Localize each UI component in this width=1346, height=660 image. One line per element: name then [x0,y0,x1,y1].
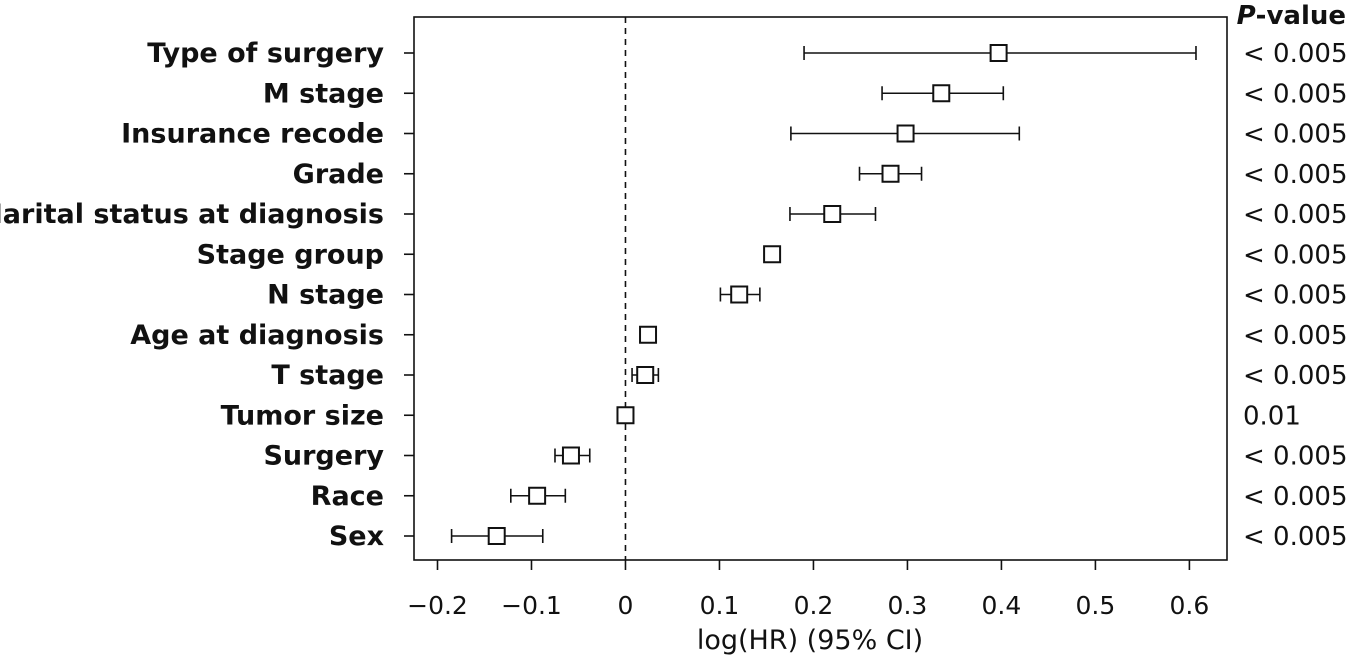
p-value-label: < 0.005 [1243,240,1346,270]
row-label: Race [311,481,384,512]
x-tick-label: 0.3 [888,591,928,620]
p-value-label: 0.01 [1243,401,1301,431]
row-label: M stage [263,78,384,109]
row-label: Stage group [197,239,384,270]
row-label: Type of surgery [147,38,384,69]
pvalue-header-rest: -value [1256,1,1346,31]
estimate-marker [639,325,658,344]
estimate-marker [528,486,547,505]
p-value-label: < 0.005 [1243,39,1346,69]
plot-frame [413,16,1228,561]
x-tick-label: 0.5 [1076,591,1116,620]
p-value-label: < 0.005 [1243,442,1346,472]
row-label: Insurance recode [121,119,384,150]
x-axis-title: log(HR) (95% CI) [697,625,923,656]
x-tick-label: 0.2 [794,591,834,620]
estimate-marker [561,446,580,465]
forest-row: Tumor size 0.01 [221,400,1301,431]
p-value-label: < 0.005 [1243,200,1346,230]
forest-row: Marital status at diagnosis < 0.005 [0,199,1346,230]
estimate-marker [932,84,951,103]
row-label: N stage [267,280,384,311]
forest-row: Race < 0.005 [311,481,1346,512]
forest-row: Grade < 0.005 [293,159,1346,190]
row-label: Age at diagnosis [130,320,384,351]
forest-row: Surgery < 0.005 [263,441,1346,472]
p-value-label: < 0.005 [1243,361,1346,391]
estimate-marker [730,285,749,304]
forest-row: N stage < 0.005 [267,280,1346,311]
x-tick-label: −0.1 [501,591,562,620]
forest-row: Stage group < 0.005 [197,239,1346,270]
row-label: Tumor size [221,400,384,431]
x-tick-label: 0.4 [982,591,1022,620]
x-tick-label: 0.1 [700,591,740,620]
estimate-marker [881,164,900,183]
x-tick-label: 0.6 [1170,591,1210,620]
p-value-label: < 0.005 [1243,321,1346,351]
row-label: T stage [271,360,384,391]
forest-row: Type of surgery < 0.005 [147,38,1346,69]
p-value-label: < 0.005 [1243,160,1346,190]
estimate-marker [823,205,842,223]
forest-row: Age at diagnosis < 0.005 [130,320,1346,351]
row-label: Sex [329,521,384,552]
estimate-marker [616,406,635,425]
estimate-marker [487,527,506,545]
estimate-marker [989,44,1008,62]
x-tick-label: −0.2 [407,591,468,620]
p-value-label: < 0.005 [1243,281,1346,311]
p-value-label: < 0.005 [1243,522,1346,552]
estimate-marker [896,124,915,143]
forest-row: M stage < 0.005 [263,78,1346,109]
row-label: Grade [293,159,384,190]
forest-row: Insurance recode < 0.005 [121,119,1346,150]
pvalue-header-italic: P [1237,1,1256,31]
p-value-label: < 0.005 [1243,482,1346,512]
forest-row: Sex < 0.005 [329,521,1346,552]
estimate-marker [636,366,655,384]
pvalue-header: P-value [1237,1,1346,31]
p-value-label: < 0.005 [1243,120,1346,150]
row-label: Surgery [263,441,384,472]
estimate-marker [763,245,782,264]
row-label: Marital status at diagnosis [0,199,384,230]
p-value-label: < 0.005 [1243,79,1346,109]
x-tick-label: 0 [618,591,634,620]
forest-row: T stage < 0.005 [271,360,1346,391]
